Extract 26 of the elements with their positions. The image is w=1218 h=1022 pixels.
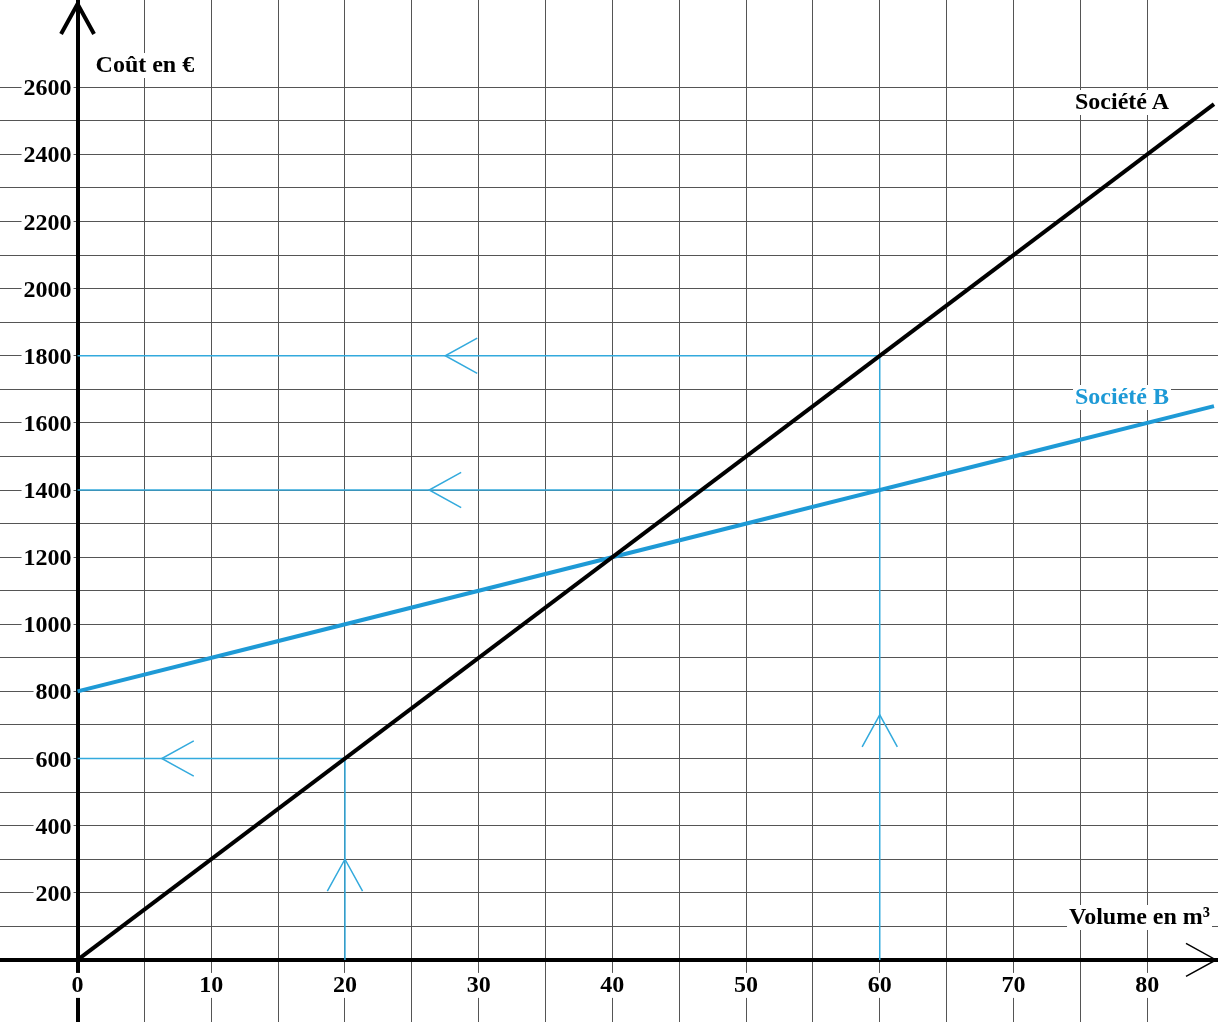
x-tick-label: 0 bbox=[71, 970, 84, 997]
y-tick-label: 1600 bbox=[23, 409, 72, 436]
x-tick-label: 70 bbox=[1001, 970, 1026, 997]
x-tick-label: 80 bbox=[1135, 970, 1160, 997]
x-tick-label: 60 bbox=[867, 970, 892, 997]
y-tick-label: 2200 bbox=[23, 208, 72, 235]
y-axis-title: Coût en € bbox=[95, 51, 195, 77]
x-tick-label: 10 bbox=[199, 970, 224, 997]
y-tick-label: 600 bbox=[35, 745, 72, 772]
x-tick-label: 40 bbox=[600, 970, 625, 997]
series-label: Société B bbox=[1075, 383, 1169, 410]
x-axis-title: Volume en m³ bbox=[1069, 902, 1210, 929]
y-tick-label: 1800 bbox=[23, 342, 72, 369]
y-tick-label: 1000 bbox=[23, 611, 72, 638]
x-tick-label: 50 bbox=[734, 970, 759, 997]
series-label: Société A bbox=[1075, 88, 1170, 115]
y-tick-label: 1400 bbox=[23, 477, 72, 504]
x-tick-label: 30 bbox=[466, 970, 491, 997]
y-tick-label: 2000 bbox=[23, 275, 72, 302]
y-tick-label: 2400 bbox=[23, 141, 72, 168]
y-tick-label: 800 bbox=[35, 678, 72, 705]
y-tick-label: 400 bbox=[35, 812, 72, 839]
y-tick-label: 2600 bbox=[23, 74, 72, 101]
y-tick-label: 1200 bbox=[23, 544, 72, 571]
y-tick-label: 200 bbox=[35, 879, 72, 906]
x-tick-label: 20 bbox=[332, 970, 357, 997]
